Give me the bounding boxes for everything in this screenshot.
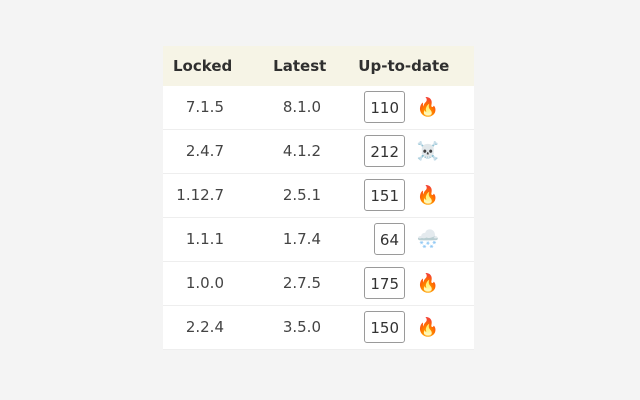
locked-version: 1.12.7 [176, 186, 224, 204]
latest-version: 3.5.0 [282, 318, 321, 336]
table-row: 1.1.1 1.7.4 64 🌨️ [163, 218, 474, 262]
table-row: 1.0.0 2.7.5 175 🔥 [163, 262, 474, 306]
days-outdated-badge: 151 [364, 179, 405, 211]
column-header-up-to-date: Up-to-date [358, 57, 450, 75]
cloud-snow-icon: 🌨️ [416, 229, 440, 250]
table-header: Locked Latest Up-to-date [163, 46, 474, 86]
table-row: 2.4.7 4.1.2 212 ☠️ [163, 130, 474, 174]
days-outdated-badge: 175 [364, 267, 405, 299]
skull-crossbones-icon: ☠️ [416, 141, 440, 162]
table-row: 7.1.5 8.1.0 110 🔥 [163, 86, 474, 130]
dependency-table: Locked Latest Up-to-date 7.1.5 8.1.0 110… [163, 46, 474, 350]
table-row: 1.12.7 2.5.1 151 🔥 [163, 174, 474, 218]
fire-icon: 🔥 [416, 317, 440, 338]
latest-version: 1.7.4 [282, 230, 321, 248]
fire-icon: 🔥 [416, 185, 440, 206]
days-outdated-badge: 150 [364, 311, 405, 343]
fire-icon: 🔥 [416, 97, 440, 118]
latest-version: 8.1.0 [282, 98, 321, 116]
days-outdated-badge: 64 [373, 223, 405, 255]
locked-version: 1.0.0 [185, 274, 224, 292]
latest-version: 4.1.2 [282, 142, 321, 160]
days-outdated-badge: 212 [364, 135, 405, 167]
fire-icon: 🔥 [416, 273, 440, 294]
locked-version: 1.1.1 [185, 230, 224, 248]
locked-version: 2.4.7 [185, 142, 224, 160]
column-header-latest: Latest [273, 57, 327, 75]
column-header-locked: Locked [173, 57, 233, 75]
locked-version: 2.2.4 [185, 318, 224, 336]
locked-version: 7.1.5 [185, 98, 224, 116]
table-row: 2.2.4 3.5.0 150 🔥 [163, 306, 474, 350]
days-outdated-badge: 110 [364, 91, 405, 123]
latest-version: 2.5.1 [282, 186, 321, 204]
latest-version: 2.7.5 [282, 274, 321, 292]
